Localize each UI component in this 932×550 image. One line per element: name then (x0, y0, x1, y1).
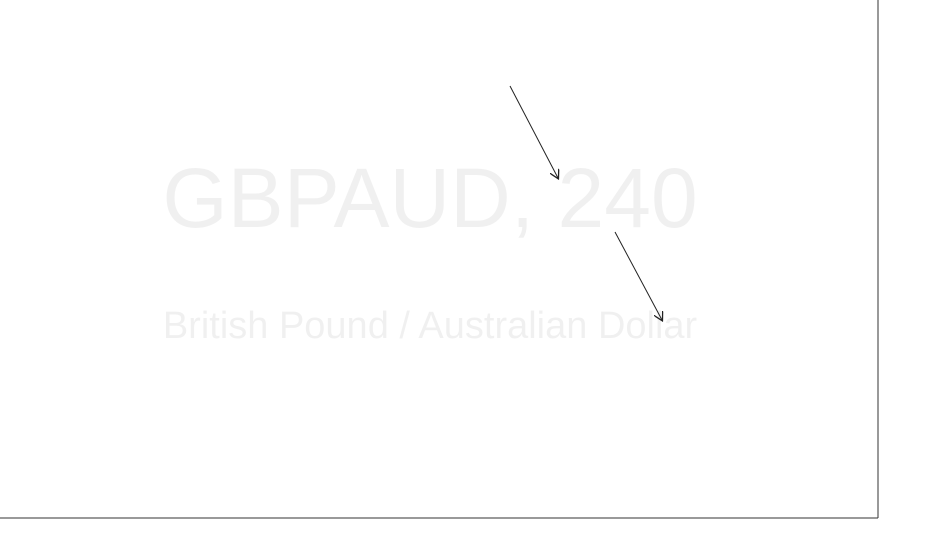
arrow (509, 85, 558, 178)
arrow (614, 231, 662, 320)
watermark-symbol: GBPAUD, 240 (162, 151, 697, 245)
watermark-name: British Pound / Australian Dollar (163, 305, 698, 347)
